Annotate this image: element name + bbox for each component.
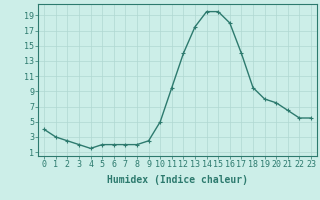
X-axis label: Humidex (Indice chaleur): Humidex (Indice chaleur) bbox=[107, 175, 248, 185]
